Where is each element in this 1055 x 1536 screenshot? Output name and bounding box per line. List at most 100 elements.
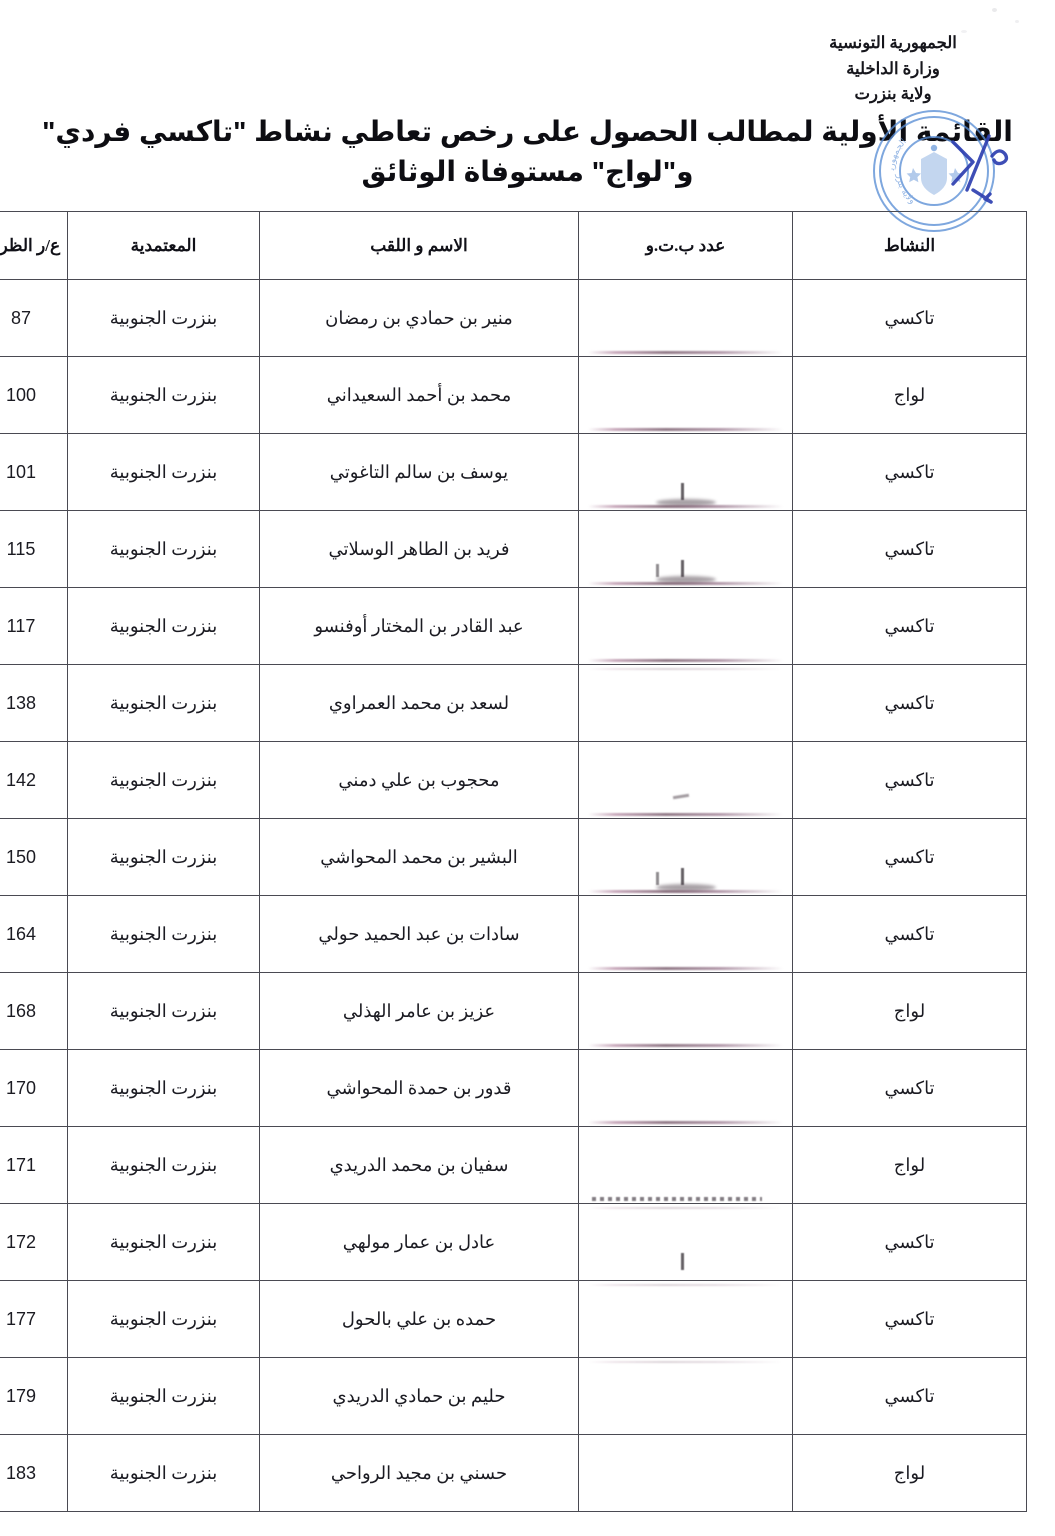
redaction-overlay: [579, 1127, 792, 1203]
cell-name: فريد بن الطاهر الوسلاتي: [259, 510, 579, 588]
cell-name: حليم بن حمادي الدريدي: [259, 1357, 579, 1435]
table-row: لواج سفيان بن محمد الدريدي بنزرت الجنوبية 1…: [0, 1126, 1027, 1204]
cell-delegation: بنزرت الجنوبية: [67, 895, 260, 973]
cell-envelope-number: 172: [0, 1203, 68, 1281]
cell-id-number-redacted: [578, 895, 793, 973]
cell-id-number-redacted: [578, 972, 793, 1050]
cell-delegation: بنزرت الجنوبية: [67, 972, 260, 1050]
cell-name: عادل بن عمار مولهي: [259, 1203, 579, 1281]
cell-envelope-number: 87: [0, 279, 68, 357]
redaction-overlay: [579, 742, 792, 818]
table-row: لواج محمد بن أحمد السعيداني بنزرت الجنوبية…: [0, 356, 1027, 434]
cell-delegation: بنزرت الجنوبية: [67, 1049, 260, 1127]
table-row: تاكسي عبد القادر بن المختار أوفنسو بنزرت ا…: [0, 587, 1027, 665]
cell-envelope-number: 138: [0, 664, 68, 742]
scan-speck: [1015, 20, 1019, 23]
cell-id-number-redacted: [578, 818, 793, 896]
letterhead-republic: الجمهورية التونسية: [829, 33, 957, 52]
redaction-overlay: [579, 588, 792, 664]
cell-activity: تاكسي: [792, 818, 1027, 896]
page-title: القائمة الأولية لمطالب الحصول على رخص تع…: [28, 112, 1027, 192]
cell-delegation: بنزرت الجنوبية: [67, 1126, 260, 1204]
scan-speck: [961, 30, 967, 33]
cell-name: حمده بن علي بالحول: [259, 1280, 579, 1358]
cell-delegation: بنزرت الجنوبية: [67, 510, 260, 588]
cell-envelope-number: 142: [0, 741, 68, 819]
cell-id-number-redacted: [578, 356, 793, 434]
redaction-overlay: [579, 819, 792, 895]
cell-delegation: بنزرت الجنوبية: [67, 433, 260, 511]
redaction-overlay: [579, 973, 792, 1049]
table-row: تاكسي محجوب بن علي دمني بنزرت الجنوبية 142: [0, 741, 1027, 819]
cell-id-number-redacted: [578, 1280, 793, 1358]
cell-activity: تاكسي: [792, 433, 1027, 511]
cell-delegation: بنزرت الجنوبية: [67, 1280, 260, 1358]
cell-activity: تاكسي: [792, 664, 1027, 742]
cell-name: يوسف بن سالم التاغوتي: [259, 433, 579, 511]
cell-envelope-number: 183: [0, 1434, 68, 1512]
cell-name: قدور بن حمدة المحواشي: [259, 1049, 579, 1127]
cell-delegation: بنزرت الجنوبية: [67, 1203, 260, 1281]
cell-id-number-redacted: [578, 1049, 793, 1127]
redaction-overlay: [579, 511, 792, 587]
cell-id-number-redacted: [578, 1357, 793, 1435]
table-row: تاكسي البشير بن محمد المحواشي بنزرت الجنوب…: [0, 818, 1027, 896]
cell-activity: تاكسي: [792, 510, 1027, 588]
column-header-activity: النشاط: [792, 211, 1027, 280]
applications-table: النشاط عدد ب.ت.و الاسم و اللقب المعتمدية…: [0, 211, 1027, 1512]
letterhead-governorate: ولاية بنزرت: [854, 84, 932, 104]
cell-name: عبد القادر بن المختار أوفنسو: [259, 587, 579, 665]
cell-delegation: بنزرت الجنوبية: [67, 664, 260, 742]
cell-name: منير بن حمادي بن رمضان: [259, 279, 579, 357]
cell-envelope-number: 171: [0, 1126, 68, 1204]
cell-activity: لواج: [792, 972, 1027, 1050]
cell-delegation: بنزرت الجنوبية: [67, 1357, 260, 1435]
cell-name: البشير بن محمد المحواشي: [259, 818, 579, 896]
table-row: لواج حسني بن مجيد الرواحي بنزرت الجنوبية 18…: [0, 1434, 1027, 1512]
cell-envelope-number: 115: [0, 510, 68, 588]
cell-activity: لواج: [792, 1126, 1027, 1204]
cell-delegation: بنزرت الجنوبية: [67, 279, 260, 357]
table-row: لواج عزيز بن عامر الهذلي بنزرت الجنوبية 168: [0, 972, 1027, 1050]
cell-envelope-number: 168: [0, 972, 68, 1050]
cell-name: لسعد بن محمد العمراوي: [259, 664, 579, 742]
cell-id-number-redacted: [578, 741, 793, 819]
redaction-overlay: [579, 280, 792, 356]
cell-envelope-number: 164: [0, 895, 68, 973]
cell-name: محجوب بن علي دمني: [259, 741, 579, 819]
cell-id-number-redacted: [578, 510, 793, 588]
redaction-overlay: [579, 434, 792, 510]
column-header-envelope: ع/ر الظرف: [0, 211, 68, 280]
cell-envelope-number: 117: [0, 587, 68, 665]
cell-name: عزيز بن عامر الهذلي: [259, 972, 579, 1050]
letterhead-ministry: وزارة الداخلية: [846, 58, 940, 78]
table-row: تاكسي لسعد بن محمد العمراوي بنزرت الجنوبية…: [0, 664, 1027, 742]
column-header-name: الاسم و اللقب: [259, 211, 579, 280]
cell-envelope-number: 177: [0, 1280, 68, 1358]
column-header-delegation: المعتمدية: [67, 211, 260, 280]
cell-envelope-number: 101: [0, 433, 68, 511]
cell-activity: تاكسي: [792, 1357, 1027, 1435]
redaction-overlay: [579, 1281, 792, 1357]
table-row: تاكسي حمده بن علي بالحول بنزرت الجنوبية 177: [0, 1280, 1027, 1358]
cell-envelope-number: 179: [0, 1357, 68, 1435]
table-row: تاكسي قدور بن حمدة المحواشي بنزرت الجنوبية…: [0, 1049, 1027, 1127]
page-title-line1: القائمة الأولية لمطالب الحصول على رخص تع…: [42, 116, 1013, 147]
cell-activity: لواج: [792, 356, 1027, 434]
table-row: تاكسي منير بن حمادي بن رمضان بنزرت الجنوبي…: [0, 279, 1027, 357]
redaction-overlay: [579, 896, 792, 972]
column-header-id-number: عدد ب.ت.و: [578, 211, 793, 280]
cell-envelope-number: 150: [0, 818, 68, 896]
table-row: تاكسي عادل بن عمار مولهي بنزرت الجنوبية 172: [0, 1203, 1027, 1281]
cell-activity: تاكسي: [792, 587, 1027, 665]
scan-speck: [992, 8, 997, 12]
cell-delegation: بنزرت الجنوبية: [67, 356, 260, 434]
cell-activity: لواج: [792, 1434, 1027, 1512]
cell-envelope-number: 100: [0, 356, 68, 434]
cell-delegation: بنزرت الجنوبية: [67, 587, 260, 665]
cell-activity: تاكسي: [792, 1049, 1027, 1127]
redaction-overlay: [579, 1204, 792, 1280]
cell-id-number-redacted: [578, 433, 793, 511]
redaction-overlay: [579, 1358, 792, 1434]
redaction-overlay: [579, 357, 792, 433]
